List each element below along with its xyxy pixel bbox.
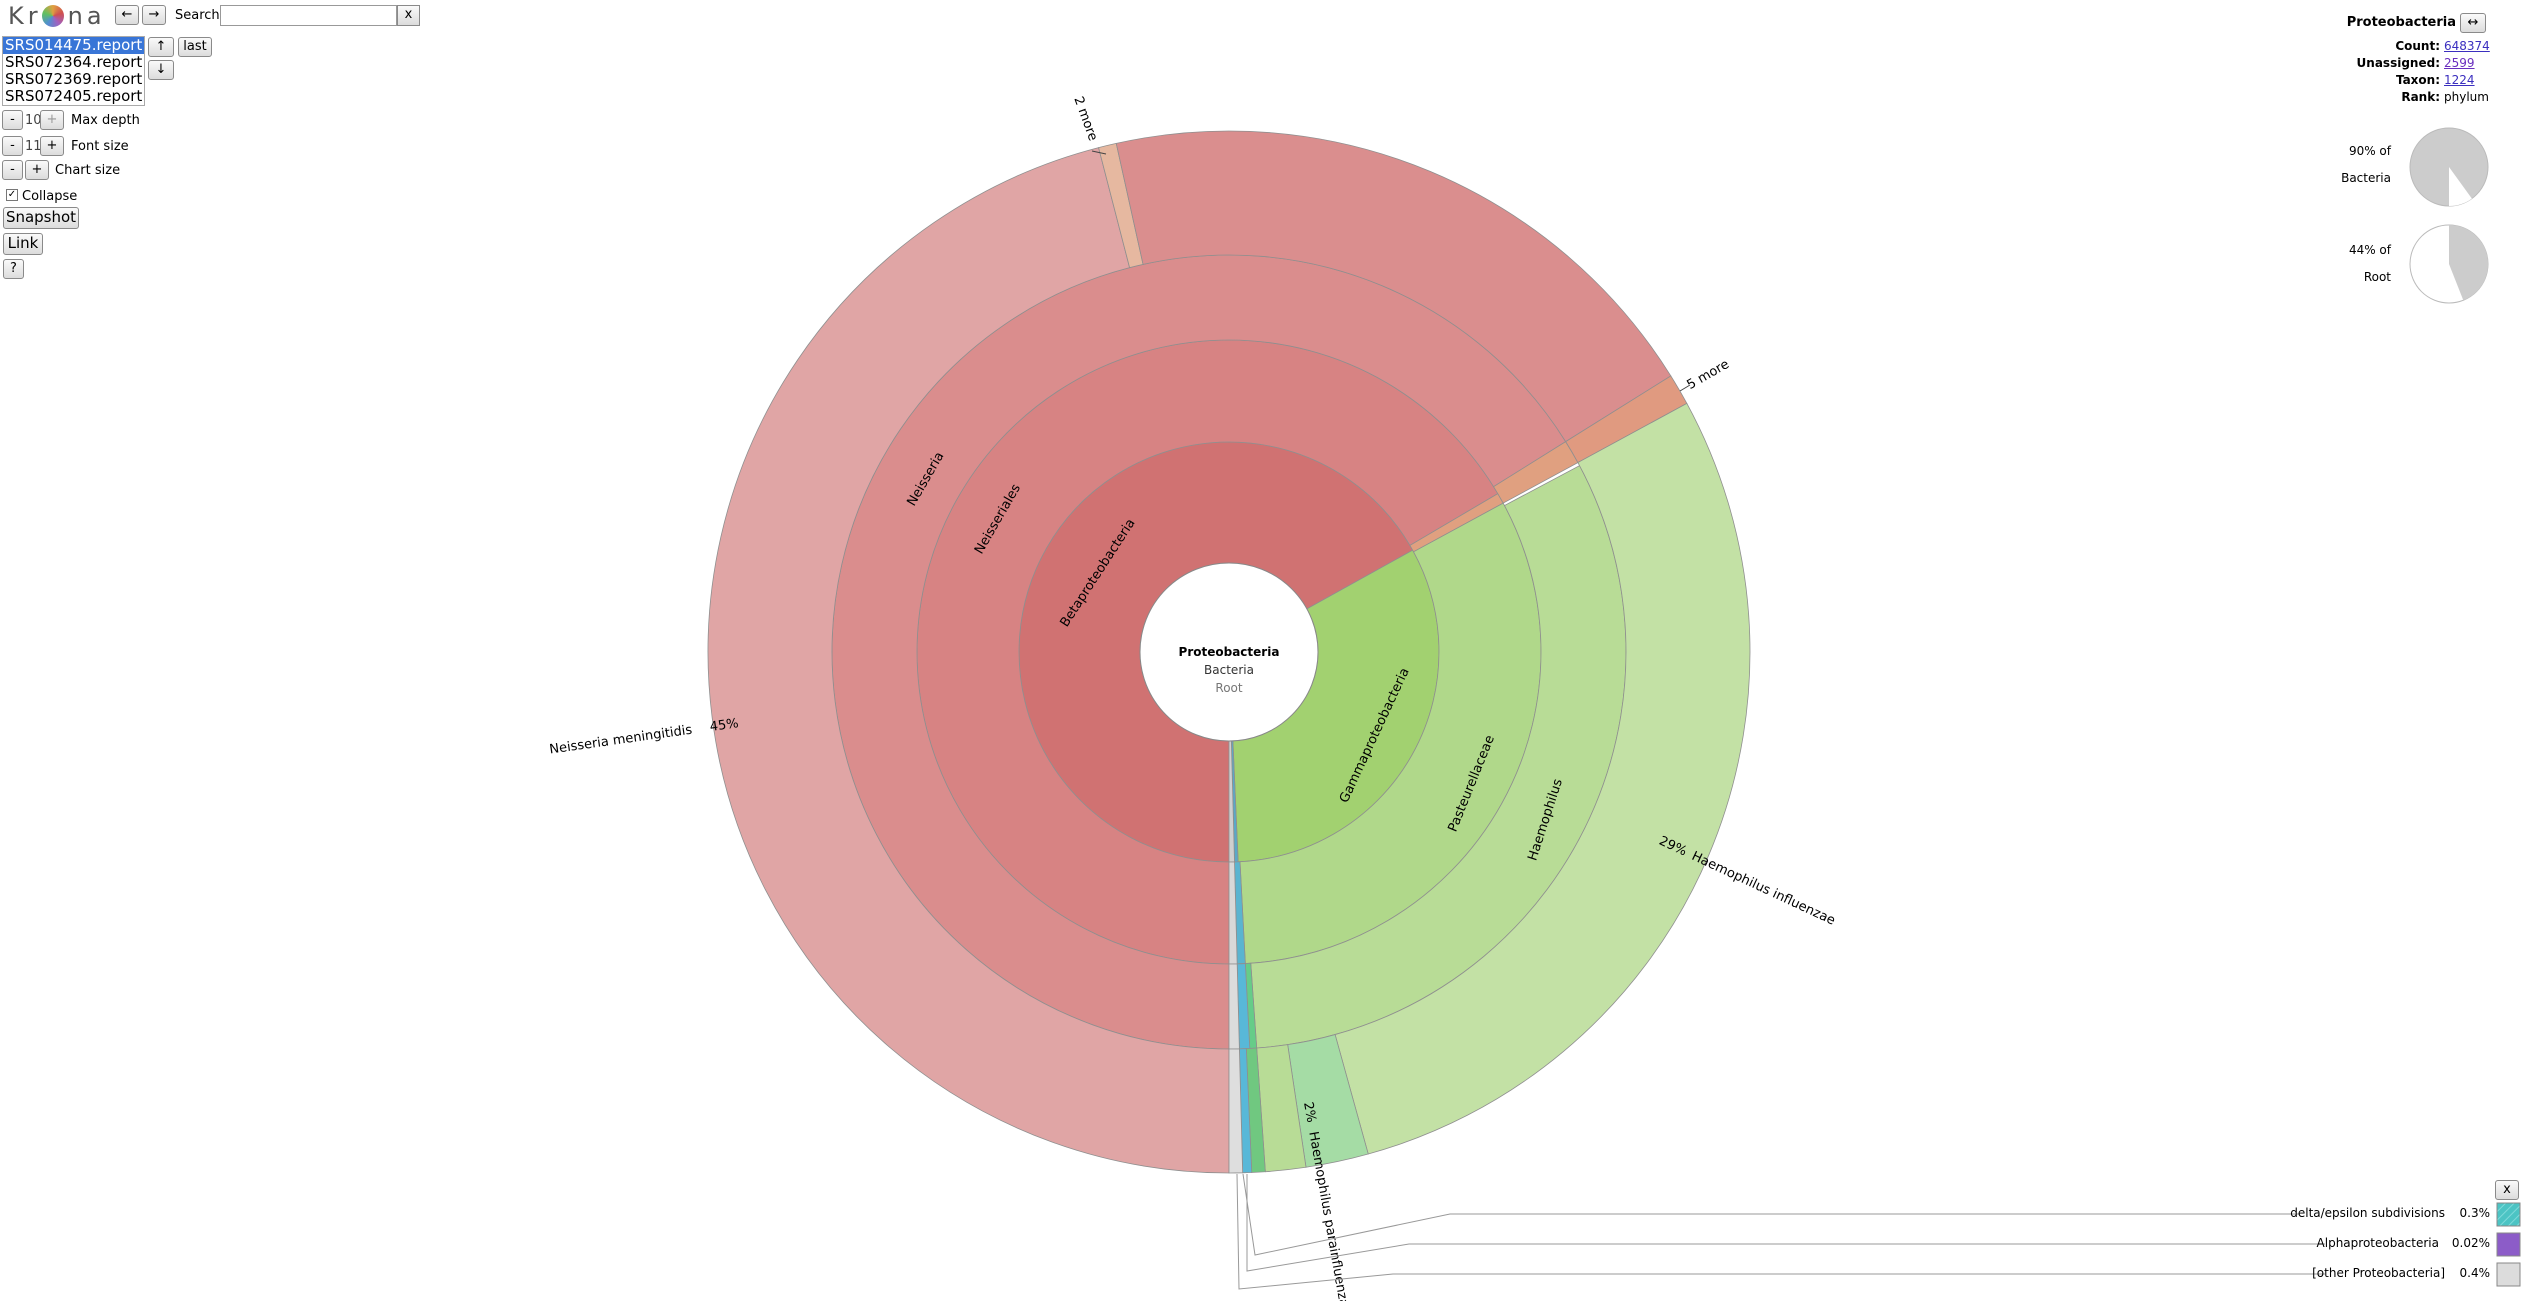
wedge[interactable]: [1334, 402, 1751, 1155]
label-meningitidis: Neisseria meningitidis: [549, 723, 694, 758]
size-plus[interactable]: +: [25, 160, 49, 180]
pie-label: 90% of: [2348, 144, 2391, 158]
dataset-item[interactable]: SRS072405.report: [5, 87, 143, 105]
dataset-last[interactable]: last: [178, 37, 212, 57]
label-meningitidis-percent: 45%: [709, 716, 740, 735]
key-percent: 0.4%: [2459, 1266, 2491, 1280]
leader-line: [1091, 150, 1107, 155]
pie-of: Bacteria: [2341, 171, 2391, 185]
wedge[interactable]: [707, 147, 1230, 1174]
snapshot-button[interactable]: Snapshot: [3, 207, 79, 229]
key-percent: 0.3%: [2459, 1206, 2491, 1220]
dataset-item[interactable]: SRS014475.report: [3, 36, 144, 54]
key-percent: 0.02%: [2451, 1236, 2490, 1250]
logo-icon: [41, 5, 64, 27]
label-more-top: 2 more: [1070, 95, 1100, 143]
pie-label: 44% of: [2348, 243, 2391, 257]
center-parent: Bacteria: [1204, 663, 1254, 677]
center-circle: [1139, 562, 1319, 742]
detail-label: Count:: [2395, 39, 2440, 53]
size-minus[interactable]: -: [2, 160, 23, 180]
search-label: Search:: [175, 8, 225, 23]
label-more-right: 5 more: [1685, 357, 1732, 393]
detail-value: phylum: [2444, 90, 2489, 104]
depth-value: 10: [25, 113, 42, 128]
key-swatch: [2496, 1232, 2521, 1257]
size-label: Chart size: [55, 163, 121, 178]
search-clear[interactable]: x: [397, 5, 420, 26]
key-close[interactable]: x: [2495, 1180, 2519, 1200]
depth-minus[interactable]: -: [2, 110, 23, 130]
wedges: [707, 130, 1751, 1174]
pie-of: Root: [2363, 270, 2391, 284]
dataset-down[interactable]: ↓: [148, 60, 174, 80]
center-name: Proteobacteria: [1179, 645, 1280, 659]
key-name: delta/epsilon subdivisions: [2290, 1206, 2445, 1220]
center-root: Root: [1215, 681, 1242, 695]
font-minus[interactable]: -: [2, 136, 23, 156]
key-line: [1236, 1173, 2325, 1290]
detail-value[interactable]: 2599: [2444, 56, 2475, 70]
detail-value[interactable]: 648374: [2444, 39, 2490, 53]
dataset-list[interactable]: SRS014475.report SRS072364.report SRS072…: [2, 36, 145, 106]
link-button[interactable]: Link: [3, 233, 43, 255]
wedge[interactable]: [1115, 130, 1672, 443]
label-parainfluenzae-percent: 2%: [1300, 1101, 1318, 1124]
detail-label: Taxon:: [2395, 73, 2440, 87]
font-plus[interactable]: +: [40, 136, 64, 156]
wedge[interactable]: [1228, 963, 1240, 1050]
help-button[interactable]: ?: [3, 259, 24, 279]
logo-left: Kr: [8, 2, 42, 30]
dataset-item[interactable]: SRS072364.report: [5, 53, 143, 71]
dataset-item[interactable]: SRS072369.report: [5, 70, 143, 88]
pie-bacteria-rest: [2449, 167, 2472, 207]
font-label: Font size: [71, 139, 129, 154]
details-toggle[interactable]: ↔: [2460, 13, 2486, 33]
detail-label: Unassigned:: [2356, 56, 2440, 70]
search-input[interactable]: [220, 5, 397, 26]
leader-line: [1679, 384, 1691, 392]
label-influenzae: Haemophilus influenzae: [1689, 849, 1837, 929]
dataset-up[interactable]: ↑: [148, 37, 174, 57]
key-swatch: [2496, 1202, 2521, 1227]
back-button[interactable]: ←: [115, 5, 139, 25]
key-line: [1242, 1173, 2300, 1256]
key-name: Alphaproteobacteria: [2316, 1236, 2439, 1250]
wedge[interactable]: [1228, 1048, 1244, 1174]
font-value: 11: [25, 139, 42, 154]
depth-plus[interactable]: +: [40, 110, 64, 130]
key-swatch: [2496, 1262, 2521, 1287]
detail-value[interactable]: 1224: [2444, 73, 2475, 87]
collapse-label: Collapse: [22, 189, 78, 204]
key-name: [other Proteobacteria]: [2312, 1266, 2445, 1280]
forward-button[interactable]: →: [142, 5, 166, 25]
detail-label: Rank:: [2401, 90, 2440, 104]
logo: Kr na: [8, 2, 106, 30]
depth-label: Max depth: [71, 113, 140, 128]
key-line: [1246, 1174, 2325, 1272]
logo-right: na: [67, 2, 106, 30]
details-name: Proteobacteria: [2346, 15, 2456, 30]
pie-root-part: [2449, 224, 2489, 301]
collapse-checkbox[interactable]: ✓: [6, 189, 18, 201]
